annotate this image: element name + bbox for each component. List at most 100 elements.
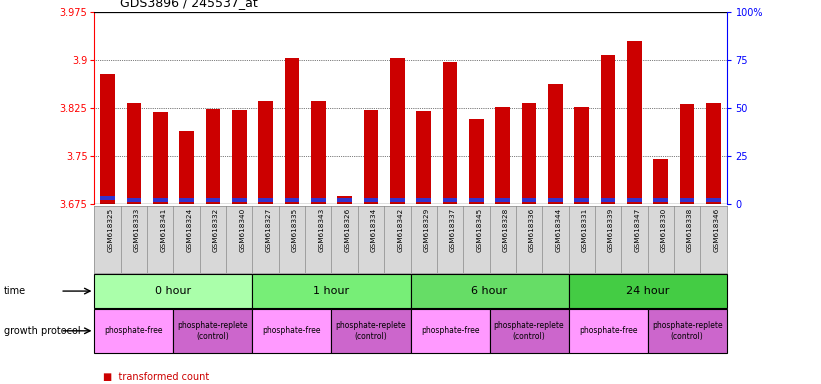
Bar xyxy=(443,197,457,202)
Text: GSM618331: GSM618331 xyxy=(582,208,588,252)
Text: GSM618325: GSM618325 xyxy=(108,208,113,252)
Text: GSM618338: GSM618338 xyxy=(687,208,693,252)
Bar xyxy=(153,113,167,204)
Text: 6 hour: 6 hour xyxy=(471,286,507,296)
Bar xyxy=(126,103,141,204)
Text: phosphate-free: phosphate-free xyxy=(420,326,479,335)
Bar xyxy=(232,197,246,202)
Bar xyxy=(680,104,695,204)
Bar xyxy=(179,131,194,204)
Bar xyxy=(179,197,194,202)
Text: time: time xyxy=(4,286,26,296)
Text: phosphate-free: phosphate-free xyxy=(263,326,321,335)
Bar xyxy=(285,197,299,202)
Bar xyxy=(522,197,536,202)
Bar xyxy=(410,274,568,308)
Bar xyxy=(627,41,642,204)
Bar xyxy=(568,274,727,308)
Text: phosphate-free: phosphate-free xyxy=(104,326,163,335)
Bar xyxy=(337,196,352,204)
Bar xyxy=(100,74,115,204)
Bar xyxy=(654,197,668,202)
Bar xyxy=(337,197,352,202)
Bar xyxy=(469,119,484,204)
Text: growth protocol: growth protocol xyxy=(4,326,80,336)
Text: GSM618328: GSM618328 xyxy=(502,208,509,252)
Bar xyxy=(206,109,220,204)
Text: GSM618326: GSM618326 xyxy=(345,208,351,252)
Bar xyxy=(495,197,510,202)
Bar xyxy=(232,110,246,204)
Text: GSM618347: GSM618347 xyxy=(635,208,640,252)
Bar xyxy=(469,197,484,202)
Bar xyxy=(575,197,589,202)
Bar xyxy=(548,197,562,202)
Text: GSM618337: GSM618337 xyxy=(450,208,456,252)
Text: GSM618339: GSM618339 xyxy=(608,208,614,252)
Text: GSM618343: GSM618343 xyxy=(319,208,324,252)
Bar xyxy=(364,197,378,202)
Bar xyxy=(259,101,273,204)
Bar xyxy=(416,111,431,204)
Bar xyxy=(390,197,405,202)
Text: GSM618346: GSM618346 xyxy=(713,208,719,252)
Text: GSM618332: GSM618332 xyxy=(213,208,219,252)
Text: GSM618340: GSM618340 xyxy=(239,208,245,252)
Bar xyxy=(522,103,536,204)
Text: GSM618333: GSM618333 xyxy=(134,208,140,252)
Text: 0 hour: 0 hour xyxy=(155,286,191,296)
Bar xyxy=(648,309,727,353)
Bar xyxy=(443,62,457,204)
Text: 24 hour: 24 hour xyxy=(626,286,669,296)
Text: GSM618334: GSM618334 xyxy=(371,208,377,252)
Bar xyxy=(153,197,167,202)
Bar xyxy=(416,197,431,202)
Text: phosphate-replete
(control): phosphate-replete (control) xyxy=(493,321,564,341)
Bar xyxy=(173,309,253,353)
Text: GSM618336: GSM618336 xyxy=(529,208,535,252)
Bar xyxy=(627,197,642,202)
Text: 1 hour: 1 hour xyxy=(314,286,350,296)
Text: GSM618344: GSM618344 xyxy=(555,208,562,252)
Text: GDS3896 / 245537_at: GDS3896 / 245537_at xyxy=(120,0,258,9)
Text: GSM618335: GSM618335 xyxy=(292,208,298,252)
Text: GSM618345: GSM618345 xyxy=(476,208,483,252)
Text: phosphate-free: phosphate-free xyxy=(579,326,637,335)
Bar xyxy=(390,58,405,204)
Bar xyxy=(654,159,668,204)
Bar xyxy=(100,195,115,200)
Text: GSM618342: GSM618342 xyxy=(397,208,403,252)
Text: GSM618327: GSM618327 xyxy=(266,208,272,252)
Bar xyxy=(253,274,410,308)
Bar xyxy=(575,107,589,204)
Bar xyxy=(601,55,615,204)
Text: phosphate-replete
(control): phosphate-replete (control) xyxy=(336,321,406,341)
Bar xyxy=(126,197,141,202)
Text: GSM618330: GSM618330 xyxy=(661,208,667,252)
Text: GSM618329: GSM618329 xyxy=(424,208,429,252)
Text: ■  transformed count: ■ transformed count xyxy=(103,372,209,382)
Bar xyxy=(489,309,568,353)
Bar xyxy=(568,309,648,353)
Bar xyxy=(206,197,220,202)
Bar xyxy=(706,197,721,202)
Text: phosphate-replete
(control): phosphate-replete (control) xyxy=(177,321,248,341)
Text: GSM618324: GSM618324 xyxy=(186,208,193,252)
Bar xyxy=(94,274,253,308)
Bar xyxy=(364,111,378,204)
Bar xyxy=(253,309,332,353)
Bar xyxy=(495,107,510,204)
Bar xyxy=(311,101,326,204)
Bar xyxy=(311,197,326,202)
Bar xyxy=(410,309,489,353)
Bar xyxy=(680,197,695,202)
Bar xyxy=(259,197,273,202)
Bar xyxy=(601,197,615,202)
Text: phosphate-replete
(control): phosphate-replete (control) xyxy=(652,321,722,341)
Bar xyxy=(332,309,410,353)
Bar xyxy=(706,103,721,204)
Bar xyxy=(285,58,299,204)
Bar xyxy=(548,84,562,204)
Text: GSM618341: GSM618341 xyxy=(160,208,167,252)
Bar xyxy=(94,309,173,353)
